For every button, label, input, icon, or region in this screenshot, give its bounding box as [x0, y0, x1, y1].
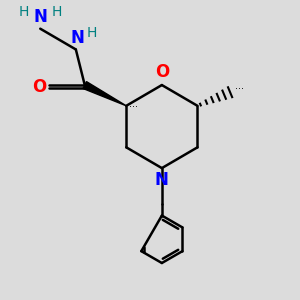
- Text: H: H: [19, 5, 29, 19]
- Text: N: N: [155, 171, 169, 189]
- Text: ···: ···: [129, 102, 138, 112]
- Text: H: H: [87, 26, 98, 40]
- Text: N: N: [70, 29, 84, 47]
- Text: O: O: [32, 77, 46, 95]
- Text: N: N: [33, 8, 47, 26]
- Text: O: O: [155, 64, 169, 82]
- Polygon shape: [83, 82, 126, 106]
- Text: H: H: [52, 5, 62, 19]
- Text: ···: ···: [235, 85, 244, 94]
